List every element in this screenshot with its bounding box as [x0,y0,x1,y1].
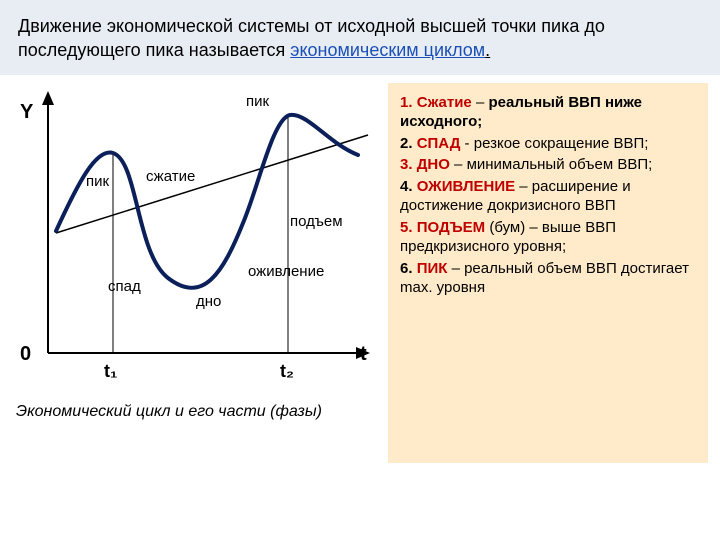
recession-label: спад [108,278,141,295]
legend-term: Сжатие [417,94,472,111]
legend-term: ДНО [417,156,450,173]
legend-sep: – [450,156,467,173]
expansion-label: подъем [290,213,343,230]
t-axis-label: t [360,343,367,366]
y-axis-label: Y [20,101,33,124]
legend-num: 4. [400,178,413,195]
legend-term: ОЖИВЛЕНИЕ [417,178,515,195]
chart-area: Y 0 t t₁ t₂ пик пик сжатие спад дно ожив… [8,83,388,463]
legend-sep: – [472,94,489,111]
header-suffix: . [485,40,490,60]
legend-num: 2. [400,135,413,152]
t1-label: t₁ [104,361,117,382]
content-row: Y 0 t t₁ t₂ пик пик сжатие спад дно ожив… [0,75,720,471]
page: Движение экономической системы от исходн… [0,0,720,540]
legend-item: 4. ОЖИВЛЕНИЕ – расширение и достижение д… [400,177,696,216]
legend-item: 5. ПОДЪЕМ (бум) – выше ВВП предкризисног… [400,218,696,257]
recovery-label: оживление [248,263,324,280]
legend-term: ПОДЪЕМ [417,219,485,236]
peak2-label: пик [246,93,269,110]
legend-item: 3. ДНО – минимальный объем ВВП; [400,155,696,175]
contraction-label: сжатие [146,168,195,185]
legend-num: 5. [400,219,413,236]
legend-text: минимальный объем ВВП; [467,156,653,173]
chart-caption: Экономический цикл и его части (фазы) [16,403,322,421]
trough-label: дно [196,293,221,310]
header-highlight: экономическим циклом [290,40,485,60]
legend-num: 1. [400,94,413,111]
legend-item: 6. ПИК – реальный объем ВВП достигает ma… [400,259,696,298]
legend-sep: – [447,260,464,277]
legend-sep: - [460,135,473,152]
peak1-label: пик [86,173,109,190]
legend-text: резкое сокращение ВВП; [474,135,649,152]
legend-num: 3. [400,156,413,173]
origin-label: 0 [20,343,31,366]
t2-label: t₂ [280,361,294,382]
legend-panel: 1. Сжатие – реальный ВВП ниже исходного;… [388,83,708,463]
caption-text: Экономический цикл и его части (фазы) [16,403,322,420]
definition-header: Движение экономической системы от исходн… [0,0,720,75]
legend-sep: – [515,178,532,195]
legend-num: 6. [400,260,413,277]
legend-term: ПИК [417,260,448,277]
legend-item: 2. СПАД - резкое сокращение ВВП; [400,134,696,154]
legend-sep: (бум) – [485,219,542,236]
legend-term: СПАД [417,135,461,152]
legend-item: 1. Сжатие – реальный ВВП ниже исходного; [400,93,696,132]
